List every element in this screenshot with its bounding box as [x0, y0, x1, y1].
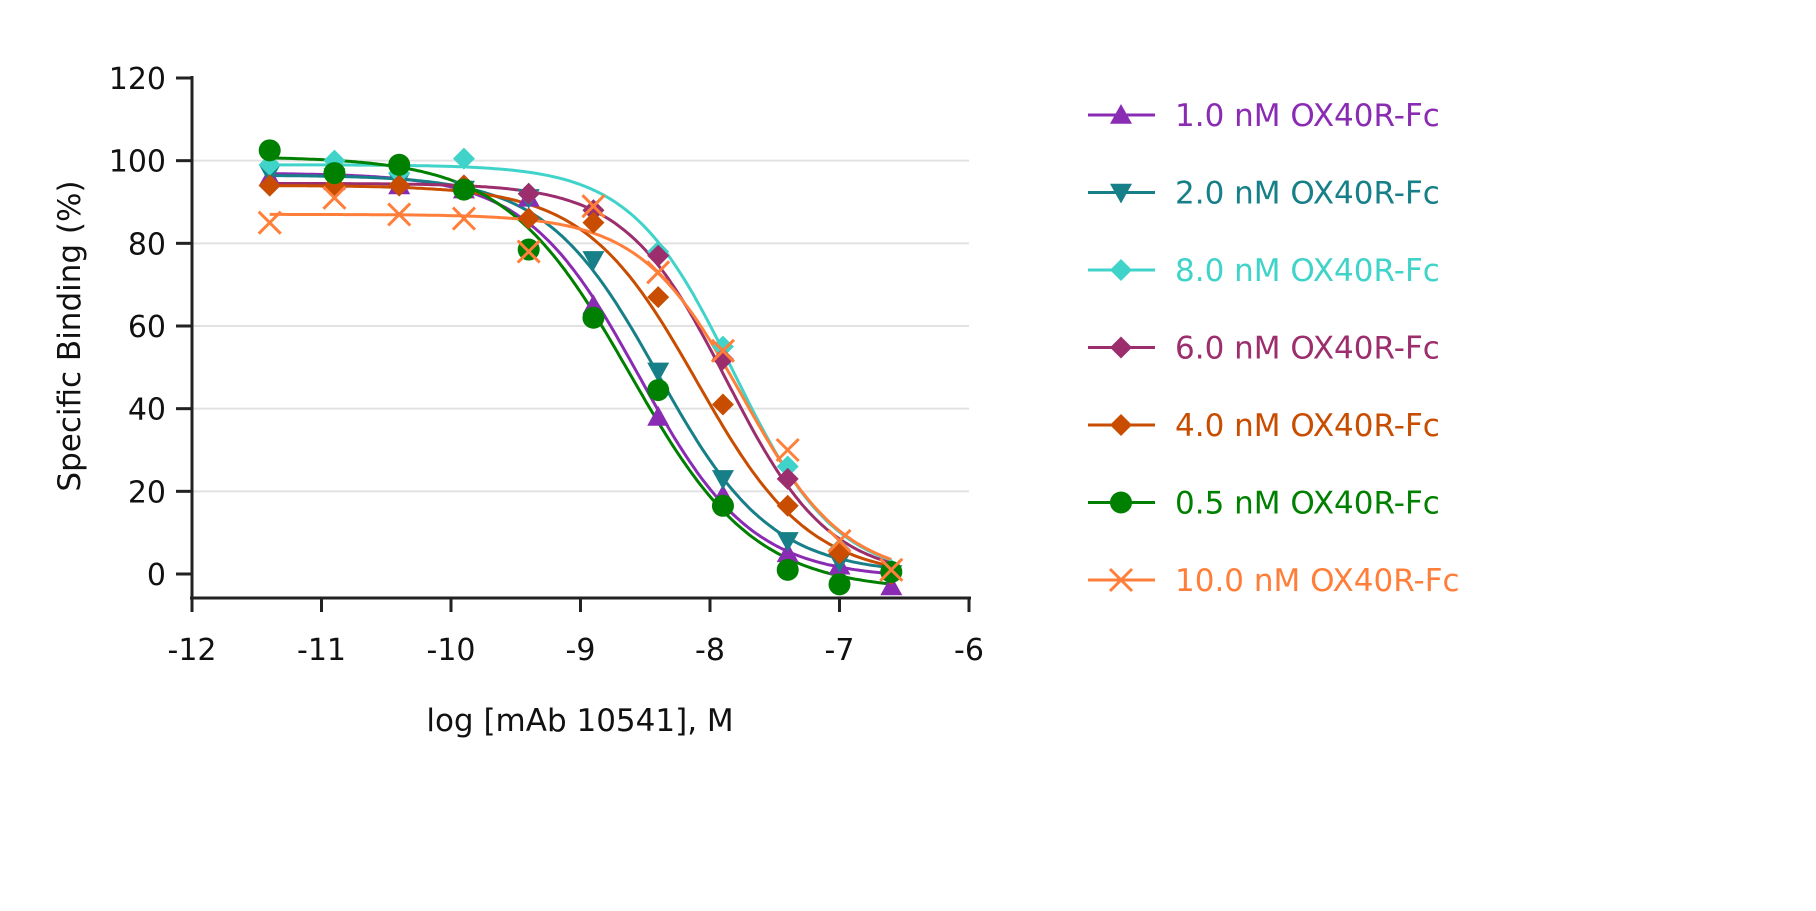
data-point — [776, 494, 799, 517]
data-point — [258, 174, 281, 197]
data-point — [517, 207, 540, 230]
legend-marker — [1110, 336, 1132, 359]
data-point — [322, 185, 347, 210]
fit-curve — [269, 172, 892, 576]
data-point — [776, 532, 799, 552]
y-tick-label: 0 — [147, 558, 166, 593]
legend-marker — [1110, 183, 1132, 204]
data-point — [776, 558, 799, 581]
legend-item: 2.0 nM OX40R-Fc — [1088, 176, 1440, 212]
data-markers — [257, 139, 904, 596]
legend-label: 8.0 nM OX40R-Fc — [1175, 253, 1440, 289]
data-point — [776, 467, 799, 490]
data-point — [387, 202, 412, 227]
legend-label: 4.0 nM OX40R-Fc — [1175, 408, 1440, 444]
x-tick-label: -11 — [297, 633, 346, 668]
legend-marker — [1110, 259, 1132, 281]
data-point — [647, 362, 670, 383]
data-point — [776, 542, 799, 563]
data-point — [388, 153, 411, 176]
x-tick-label: -8 — [695, 633, 725, 668]
data-point — [582, 251, 605, 271]
legend-marker — [1108, 567, 1134, 593]
legend-label: 6.0 nM OX40R-Fc — [1175, 331, 1440, 367]
x-tick-label: -7 — [825, 633, 855, 668]
legend-item: 1.0 nM OX40R-Fc — [1088, 98, 1440, 134]
legend-marker — [1110, 491, 1132, 514]
fit-curve — [269, 212, 892, 561]
legend: 1.0 nM OX40R-Fc 2.0 nM OX40R-Fc 8.0 nM OX4… — [1088, 98, 1460, 599]
y-tick-label: 40 — [128, 393, 166, 428]
x-tick-label: -12 — [168, 633, 217, 668]
data-point — [710, 338, 736, 363]
data-point — [711, 470, 734, 490]
legend-item: 4.0 nM OX40R-Fc — [1088, 408, 1440, 444]
gridlines — [192, 159, 969, 493]
x-tick-label: -10 — [427, 633, 476, 668]
data-point — [711, 494, 734, 517]
data-point — [827, 528, 852, 553]
axes — [190, 76, 971, 600]
legend-item: 10.0 nM OX40R-Fc — [1088, 563, 1460, 599]
data-point — [258, 139, 281, 162]
y-tick-label: 20 — [128, 475, 166, 510]
data-point — [647, 405, 670, 426]
data-point — [711, 348, 734, 371]
y-tick-label: 100 — [109, 145, 166, 180]
legend-marker — [1110, 414, 1132, 436]
data-point — [582, 306, 605, 329]
data-point — [257, 210, 282, 235]
data-point — [452, 178, 475, 201]
data-point — [775, 437, 800, 463]
data-point — [647, 244, 670, 267]
y-tick-label: 60 — [128, 310, 166, 345]
data-point — [388, 174, 411, 197]
legend-marker — [1110, 104, 1132, 124]
data-point — [451, 206, 477, 231]
legend-item: 0.5 nM OX40R-Fc — [1088, 486, 1440, 522]
legend-item: 8.0 nM OX40R-Fc — [1088, 253, 1440, 289]
data-point — [879, 557, 904, 582]
legend-label: 0.5 nM OX40R-Fc — [1175, 486, 1440, 522]
y-axis-title: Specific Binding (%) — [52, 180, 88, 491]
legend-label: 1.0 nM OX40R-Fc — [1175, 98, 1440, 134]
data-point — [647, 379, 670, 402]
data-point — [647, 286, 670, 309]
data-point — [776, 455, 799, 478]
y-tick-label: 80 — [128, 227, 166, 262]
data-point — [828, 573, 851, 596]
data-point — [711, 335, 734, 358]
fit-curve — [269, 156, 892, 586]
fit-curves — [269, 156, 892, 586]
y-tick-label: 120 — [109, 62, 166, 97]
data-point — [582, 211, 605, 234]
legend-label: 2.0 nM OX40R-Fc — [1175, 176, 1440, 212]
data-point — [711, 393, 734, 416]
x-tick-label: -9 — [566, 633, 596, 668]
legend-label: 10.0 nM OX40R-Fc — [1175, 563, 1460, 599]
data-point — [452, 147, 475, 170]
legend-item: 6.0 nM OX40R-Fc — [1088, 331, 1440, 367]
data-point — [581, 194, 606, 219]
x-tick-label: -6 — [954, 633, 984, 668]
data-point — [582, 199, 605, 222]
data-point — [880, 575, 903, 596]
x-axis-title: log [mAb 10541], M — [426, 703, 733, 739]
ticks: 0 20 40 60 80 100 120 -12 -11 -10 -9 -8 -7 -6 — [109, 62, 984, 668]
data-point — [516, 239, 541, 264]
fit-curve — [269, 174, 892, 570]
data-point — [646, 260, 671, 285]
data-point — [517, 182, 540, 205]
data-point — [323, 162, 346, 185]
